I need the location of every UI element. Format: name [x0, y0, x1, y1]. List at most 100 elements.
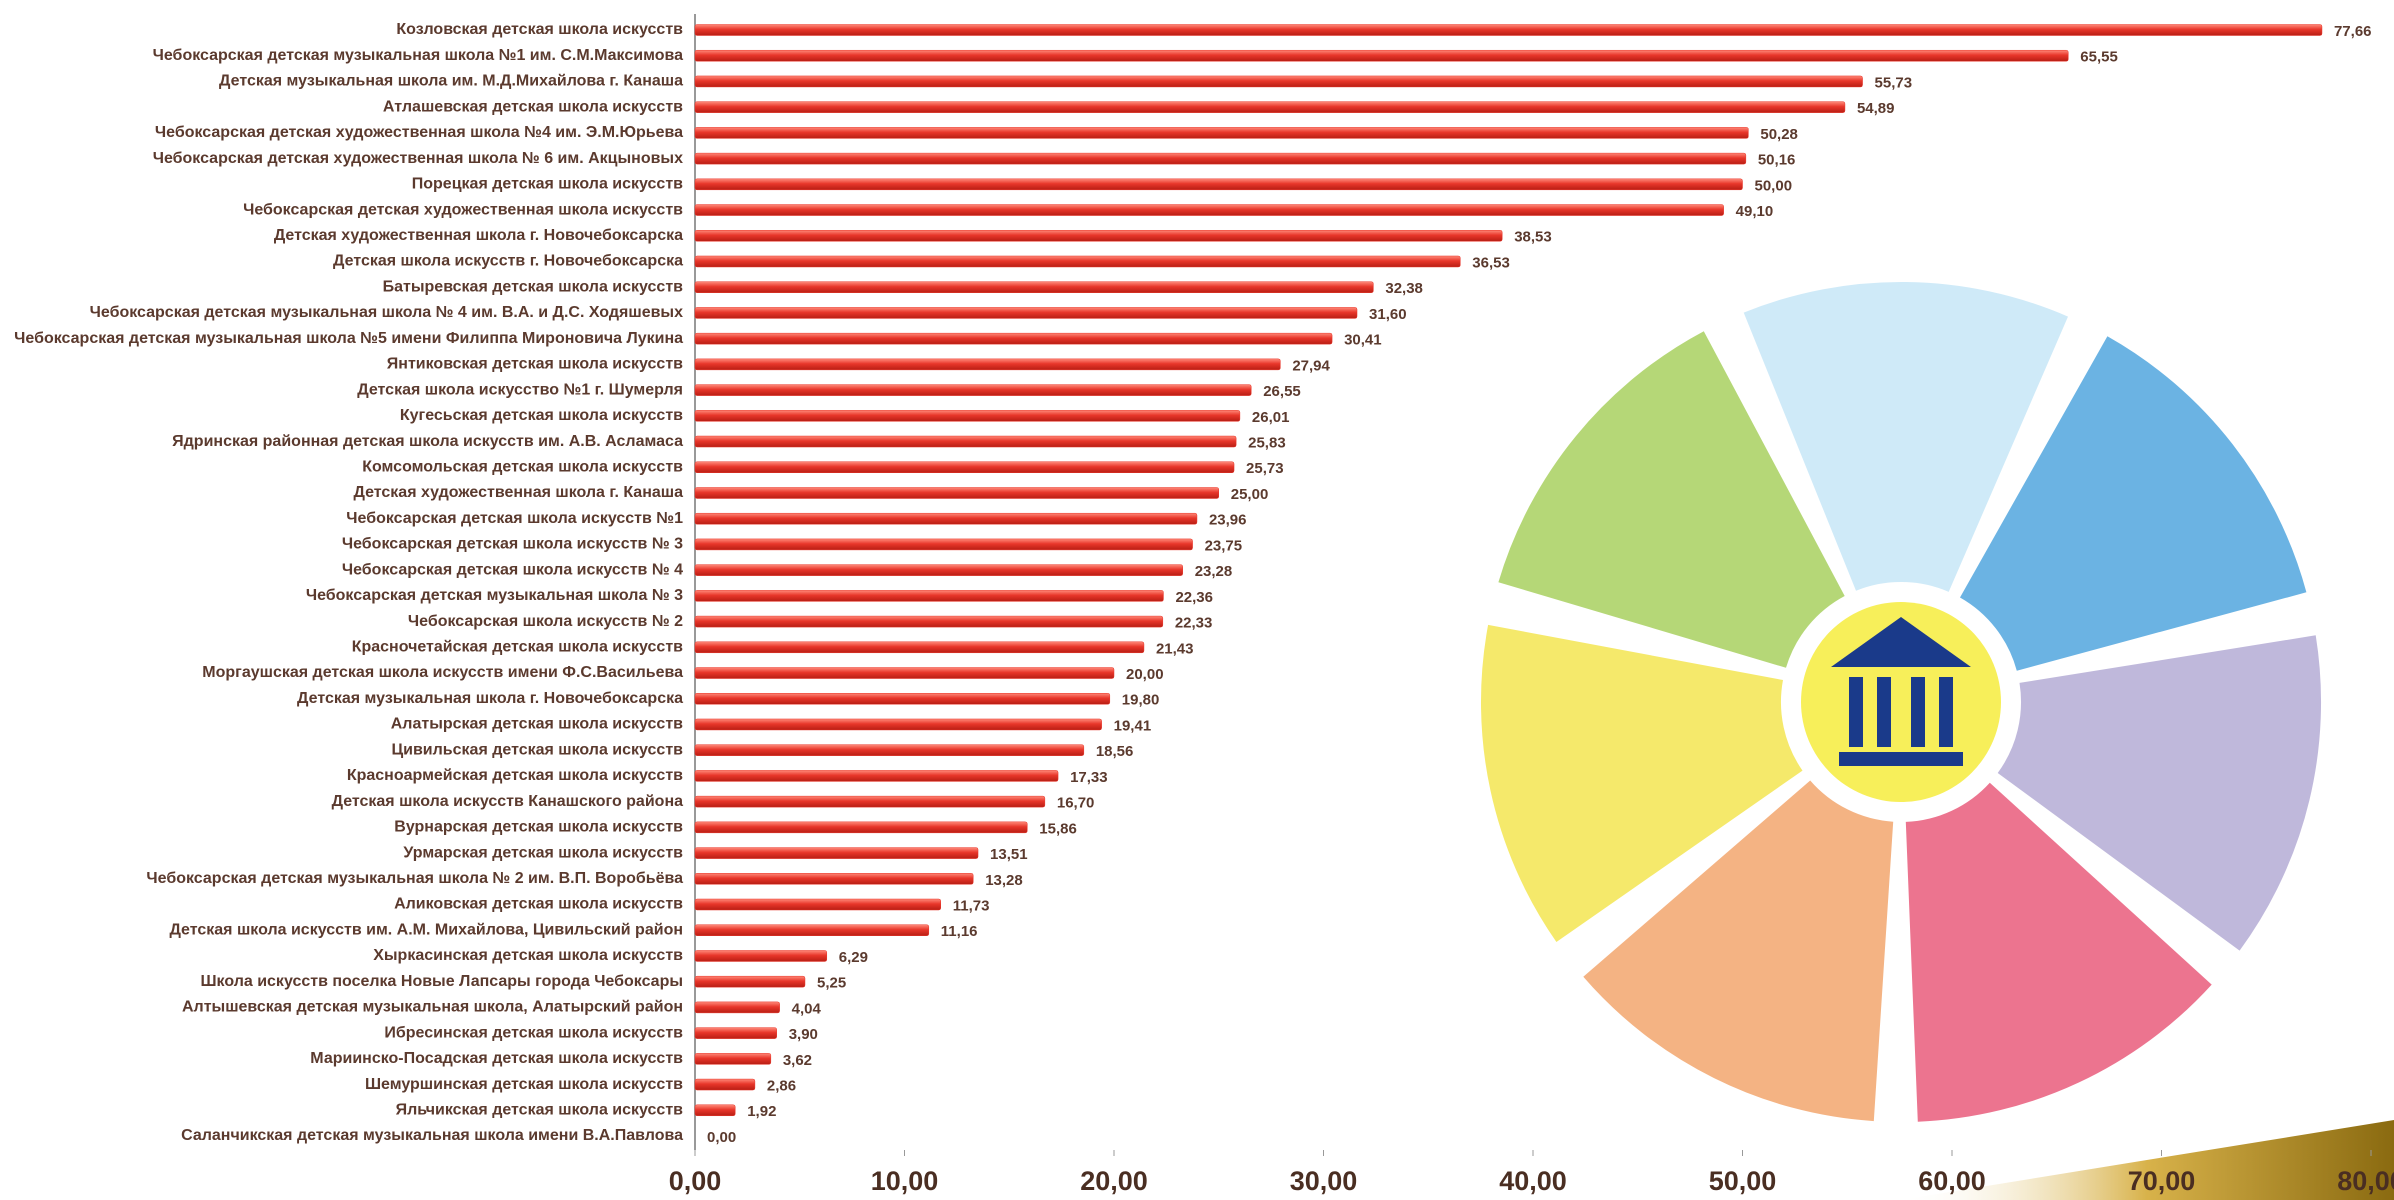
- bar: [694, 538, 1193, 551]
- data-label: 20,00: [1126, 666, 1164, 683]
- wheel-segment: [1498, 331, 1845, 668]
- bar: [694, 692, 1111, 705]
- data-label: 36,53: [1472, 254, 1510, 271]
- bar: [694, 667, 1115, 679]
- y-tick-label: Чебоксарская детская школа искусств №1: [346, 510, 683, 527]
- bar: [694, 847, 979, 859]
- bar: [694, 770, 1059, 782]
- data-label: 38,53: [1514, 229, 1552, 246]
- y-tick-label: Детская школа искусств Канашского района: [332, 793, 684, 810]
- illustration: [1480, 282, 2322, 1122]
- bar: [694, 950, 828, 962]
- y-tick-label: Детская художественная школа г. Канаша: [353, 484, 683, 501]
- bar: [694, 24, 2323, 36]
- x-tick-label: 60,00: [1918, 1166, 1986, 1196]
- data-label: 31,60: [1369, 306, 1407, 323]
- data-label: 25,83: [1248, 435, 1286, 452]
- bar: [694, 975, 806, 988]
- x-tick-label: 40,00: [1499, 1166, 1567, 1196]
- bar: [694, 1104, 736, 1117]
- bar: [694, 127, 1749, 139]
- data-label: 49,10: [1736, 203, 1774, 220]
- y-tick-label: Алтышевская детская музыкальная школа, А…: [182, 999, 683, 1016]
- data-label: 50,28: [1760, 126, 1798, 143]
- y-tick-label: Атлашевская детская школа искусств: [383, 98, 683, 115]
- bar: [694, 332, 1333, 345]
- bar: [694, 718, 1102, 731]
- y-tick-label: Чебоксарская детская музыкальная школа №…: [146, 870, 683, 887]
- y-tick-label: Чебоксарская детская музыкальная школа №…: [153, 47, 683, 64]
- bar: [694, 512, 1198, 525]
- data-label: 54,89: [1857, 100, 1895, 117]
- data-label: 22,36: [1175, 589, 1213, 606]
- bar: [694, 230, 1503, 242]
- x-tick-label: 20,00: [1080, 1166, 1148, 1196]
- data-label: 13,51: [990, 846, 1028, 863]
- bar: [694, 204, 1724, 216]
- data-label: 26,01: [1252, 409, 1290, 426]
- data-label: 6,29: [839, 949, 868, 966]
- data-label: 26,55: [1263, 383, 1301, 400]
- data-label: 11,16: [941, 923, 978, 940]
- bar: [694, 744, 1085, 756]
- y-tick-label: Батыревская детская школа искусств: [383, 278, 684, 295]
- data-label: 30,41: [1344, 332, 1382, 349]
- wheel-segment: [1997, 635, 2322, 951]
- y-tick-label: Цивильская детская школа искусств: [391, 741, 683, 758]
- bar: [694, 410, 1241, 422]
- data-label: 23,75: [1205, 537, 1243, 554]
- y-tick-label: Чебоксарская детская школа искусств № 3: [342, 536, 683, 553]
- y-tick-label: Детская музыкальная школа г. Новочебокса…: [297, 690, 683, 707]
- bar: [694, 924, 930, 936]
- y-tick-label: Комсомольская детская школа искусств: [362, 458, 683, 475]
- data-label: 23,96: [1209, 512, 1247, 529]
- data-label: 22,33: [1175, 615, 1213, 632]
- data-label: 0,00: [707, 1129, 736, 1146]
- bar: [694, 1027, 777, 1039]
- data-label: 19,80: [1122, 692, 1160, 709]
- y-tick-label: Шемуршинская детская школа искусств: [365, 1076, 683, 1093]
- y-tick-label: Алатырская детская школа искусств: [391, 716, 683, 733]
- data-label: 4,04: [792, 1000, 822, 1017]
- data-label: 77,66: [2334, 23, 2372, 40]
- y-tick-label: Кугесьская детская школа искусств: [400, 407, 683, 424]
- y-tick-label: Чебоксарская детская художественная школ…: [153, 150, 683, 167]
- data-label: 19,41: [1114, 717, 1152, 734]
- wheel-segment: [1743, 282, 2068, 592]
- bar: [694, 795, 1046, 808]
- bar: [694, 101, 1846, 113]
- y-tick-label: Детская художественная школа г. Новочебо…: [274, 227, 683, 244]
- x-tick-label: 70,00: [2128, 1166, 2196, 1196]
- data-label: 13,28: [985, 872, 1023, 889]
- data-label: 50,16: [1758, 152, 1796, 169]
- data-label: 3,62: [783, 1052, 812, 1069]
- y-tick-label: Чебоксарская школа искусств № 2: [408, 613, 683, 630]
- wheel-segment: [1960, 336, 2307, 671]
- decoration: [1900, 1120, 2394, 1200]
- wheel-segment: [1905, 782, 2212, 1122]
- y-tick-label: Детская школа искусств им. А.М. Михайлов…: [169, 921, 683, 938]
- y-tick-label: Детская музыкальная школа им. М.Д.Михайл…: [219, 73, 683, 90]
- y-tick-label: Чебоксарская детская школа искусств № 4: [342, 561, 683, 578]
- data-label: 18,56: [1096, 743, 1134, 760]
- bar: [694, 615, 1164, 628]
- bar: [694, 384, 1252, 396]
- data-label: 25,73: [1246, 460, 1284, 477]
- data-label: 65,55: [2080, 49, 2118, 66]
- y-tick-label: Вурнарская детская школа искусств: [394, 819, 683, 836]
- y-tick-label: Чебоксарская детская музыкальная школа №…: [306, 587, 683, 604]
- x-tick-label: 10,00: [871, 1166, 939, 1196]
- bar: [694, 641, 1145, 654]
- data-label: 27,94: [1292, 357, 1330, 374]
- y-tick-label: Порецкая детская школа искусств: [412, 176, 683, 193]
- y-tick-label: Чебоксарская детская музыкальная школа №…: [90, 304, 683, 321]
- y-tick-label: Ядринская районная детская школа искусст…: [172, 433, 683, 450]
- y-tick-label: Чебоксарская детская музыкальная школа №…: [14, 330, 683, 347]
- y-tick-label: Чебоксарская детская художественная школ…: [243, 201, 683, 218]
- plot-area: 0,00 10,00 20,00 30,00 40,00 50,00 60,00 70,00 8…: [14, 14, 2394, 1196]
- y-tick-label: Красночетайская детская школа искусств: [352, 639, 683, 656]
- bar: [694, 1001, 780, 1014]
- y-tick-label: Саланчикская детская музыкальная школа и…: [181, 1127, 683, 1144]
- y-tick-label: Янтиковская детская школа искусств: [387, 356, 683, 373]
